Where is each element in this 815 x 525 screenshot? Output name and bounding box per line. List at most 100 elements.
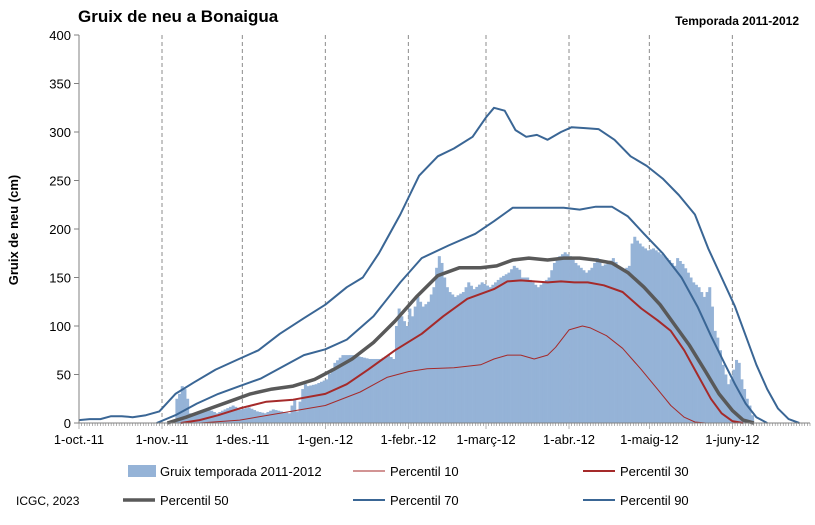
bar <box>526 277 530 423</box>
bar <box>595 258 599 423</box>
bar <box>362 357 366 423</box>
bar <box>429 294 433 423</box>
bar <box>654 250 658 423</box>
bar <box>598 261 602 423</box>
bar <box>534 284 538 423</box>
bar <box>585 272 589 423</box>
bar <box>550 270 554 423</box>
bar <box>625 267 629 423</box>
bar <box>370 358 374 423</box>
bar <box>303 384 307 423</box>
bar <box>427 301 431 423</box>
bar <box>542 282 546 423</box>
bar <box>411 316 415 423</box>
legend-label-gruix: Gruix temporada 2011-2012 <box>160 464 322 479</box>
bar <box>641 246 645 423</box>
bar <box>408 308 412 423</box>
credit-text: ICGC, 2023 <box>16 494 80 508</box>
y-axis-label: Gruix de neu (cm) <box>6 175 21 286</box>
bar <box>234 406 238 423</box>
bar <box>622 269 626 423</box>
x-tick-label: 1-març-12 <box>456 432 515 447</box>
x-tick-label: 1-des.-11 <box>215 432 269 447</box>
bar <box>435 267 439 423</box>
bar <box>579 267 583 423</box>
x-tick-labels: 1-oct.-11 1-nov.-11 1-des.-11 1-gen.-12 1-fe… <box>54 432 760 447</box>
bar <box>389 357 393 423</box>
bar <box>319 381 324 423</box>
bar <box>175 398 179 423</box>
bar <box>555 259 559 423</box>
bar <box>199 411 203 423</box>
bar <box>236 408 241 423</box>
bar <box>416 296 420 423</box>
bar <box>330 368 334 423</box>
legend-label-percentil-70: Percentil 70 <box>390 493 459 508</box>
bar <box>378 358 382 423</box>
bar <box>697 287 701 423</box>
bar <box>220 410 224 423</box>
bar <box>571 259 575 423</box>
bar <box>271 409 275 423</box>
bar <box>494 282 498 423</box>
bar <box>245 408 249 423</box>
y-tick-label: 350 <box>49 77 71 92</box>
bar <box>657 252 661 423</box>
bar <box>477 284 481 423</box>
bar <box>250 408 254 423</box>
bar <box>228 406 232 423</box>
bar <box>566 254 570 423</box>
bar <box>587 270 591 423</box>
bar <box>274 410 278 423</box>
bar <box>440 262 444 423</box>
bar <box>269 410 273 423</box>
bar <box>660 254 664 423</box>
x-tick-label: 1-gen.-12 <box>298 432 354 447</box>
bar <box>528 279 532 423</box>
bar <box>437 256 441 423</box>
bar <box>322 380 326 423</box>
bar <box>277 410 281 423</box>
bar <box>518 269 522 423</box>
bar <box>469 285 473 423</box>
bar <box>218 412 222 423</box>
x-tick-label: 1-febr.-12 <box>381 432 437 447</box>
bar <box>309 385 313 423</box>
bar <box>301 389 305 423</box>
bar <box>242 408 246 423</box>
bar <box>239 409 243 423</box>
bar <box>536 287 540 423</box>
bar <box>480 282 484 423</box>
bar <box>721 364 725 423</box>
bar <box>349 355 353 423</box>
bar <box>673 265 677 423</box>
bar <box>295 411 299 423</box>
bar <box>298 401 302 423</box>
bar <box>574 262 578 423</box>
bar <box>544 279 548 423</box>
bar <box>282 412 286 423</box>
bar <box>590 267 594 423</box>
bar <box>285 412 289 423</box>
bar <box>724 374 728 423</box>
bar <box>360 357 364 423</box>
bar <box>662 256 666 423</box>
bar <box>635 240 639 423</box>
bar <box>614 261 618 423</box>
bar <box>735 359 739 423</box>
bar <box>180 386 184 423</box>
bar <box>456 295 460 423</box>
bar <box>512 265 516 423</box>
bar <box>279 411 283 423</box>
bar <box>258 412 262 423</box>
axes <box>74 34 811 429</box>
x-tick-label: 1-oct.-11 <box>54 432 104 447</box>
bar <box>740 379 744 423</box>
bar <box>386 355 390 423</box>
bar <box>266 412 270 423</box>
bar <box>483 283 487 423</box>
bar <box>649 249 653 423</box>
bar <box>314 384 318 423</box>
bar <box>729 379 733 423</box>
